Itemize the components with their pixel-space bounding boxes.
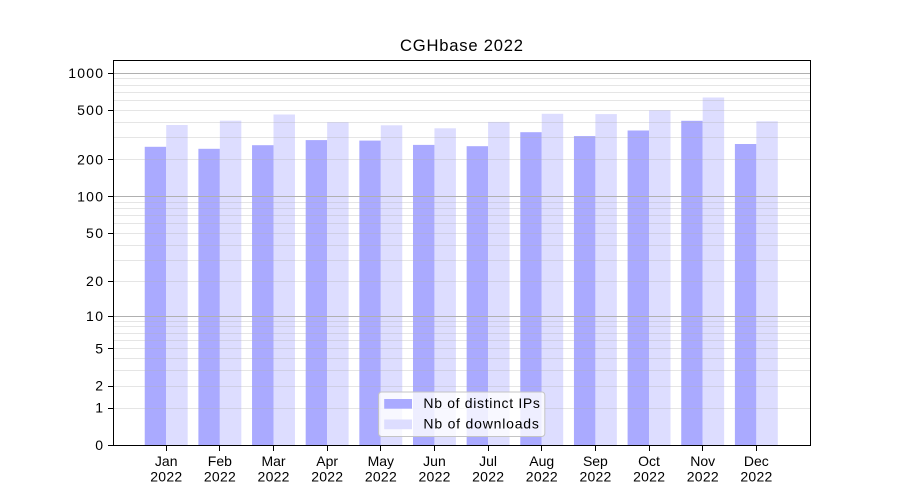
svg-text:2022: 2022: [526, 469, 558, 485]
svg-text:2022: 2022: [740, 469, 772, 485]
svg-text:200: 200: [77, 151, 103, 167]
svg-text:Sep: Sep: [583, 453, 608, 469]
svg-text:Jan: Jan: [155, 453, 178, 469]
svg-text:2022: 2022: [419, 469, 451, 485]
svg-text:Dec: Dec: [744, 453, 769, 469]
svg-text:1: 1: [95, 400, 103, 416]
svg-text:2: 2: [95, 378, 103, 394]
svg-text:500: 500: [77, 102, 103, 118]
svg-text:2022: 2022: [472, 469, 504, 485]
svg-text:2022: 2022: [204, 469, 236, 485]
svg-text:20: 20: [86, 273, 103, 289]
svg-text:CGHbase 2022: CGHbase 2022: [400, 36, 523, 55]
svg-text:Nov: Nov: [690, 453, 715, 469]
svg-text:Feb: Feb: [208, 453, 232, 469]
svg-text:Mar: Mar: [261, 453, 285, 469]
svg-text:2022: 2022: [687, 469, 719, 485]
svg-text:2022: 2022: [365, 469, 397, 485]
svg-text:50: 50: [86, 225, 103, 241]
svg-text:Nb of downloads: Nb of downloads: [423, 416, 539, 432]
svg-text:2022: 2022: [311, 469, 343, 485]
svg-text:0: 0: [95, 437, 103, 453]
svg-text:Jun: Jun: [423, 453, 446, 469]
svg-text:May: May: [368, 453, 394, 469]
svg-text:Oct: Oct: [638, 453, 660, 469]
svg-text:2022: 2022: [150, 469, 182, 485]
svg-text:Apr: Apr: [316, 453, 338, 469]
svg-text:5: 5: [95, 340, 103, 356]
svg-text:100: 100: [77, 188, 103, 204]
svg-text:2022: 2022: [633, 469, 665, 485]
svg-text:2022: 2022: [579, 469, 611, 485]
svg-text:Aug: Aug: [529, 453, 554, 469]
svg-text:10: 10: [86, 308, 103, 324]
svg-text:2022: 2022: [258, 469, 290, 485]
svg-text:1000: 1000: [68, 65, 103, 81]
svg-text:Nb of distinct IPs: Nb of distinct IPs: [423, 395, 540, 411]
svg-text:Jul: Jul: [479, 453, 497, 469]
